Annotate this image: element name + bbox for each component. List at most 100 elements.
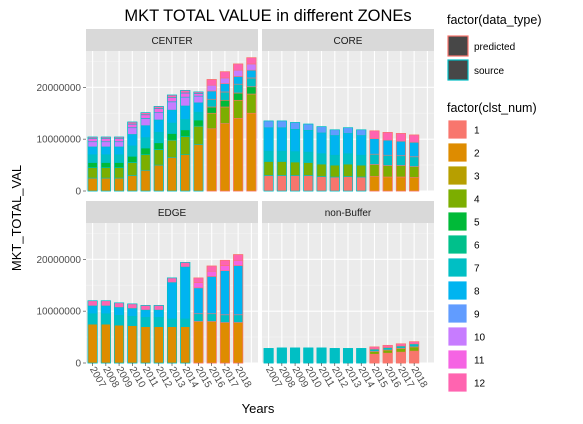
panel-non-buffer: non-Buffer200720082009201020112012201320… <box>262 201 434 390</box>
bar-segment-cluster-8 <box>127 308 138 317</box>
bar-segment-cluster-4 <box>206 112 217 130</box>
bar-segment-cluster-2 <box>233 322 244 364</box>
legend-label-cluster-2: 2 <box>474 149 480 160</box>
bar-segment-cluster-8 <box>127 134 138 147</box>
bar-segment-cluster-7 <box>356 348 367 364</box>
bar-segment-cluster-7 <box>276 150 287 162</box>
bar-segment-cluster-8 <box>100 305 111 315</box>
bar-segment-cluster-4 <box>409 166 420 178</box>
chart-title: MKT TOTAL VALUE in different ZONEs <box>124 7 411 25</box>
bar-segment-cluster-12 <box>100 300 111 307</box>
bar-segment-cluster-8 <box>303 130 314 153</box>
bar-segment-cluster-5 <box>206 106 217 114</box>
bar-segment-cluster-5 <box>180 129 191 137</box>
bar-segment-cluster-1 <box>356 176 367 192</box>
legend-key-cluster-9 <box>447 303 468 324</box>
panel-center: CENTER 0 10000000 20000000 <box>37 29 258 198</box>
legend-label-cluster-5: 5 <box>474 218 480 229</box>
bar-segment-cluster-7 <box>329 154 340 166</box>
bar-segment-cluster-12 <box>369 346 380 350</box>
legend-key-cluster-1 <box>447 119 468 140</box>
bar-segment-cluster-12 <box>219 260 230 266</box>
bar-segment-cluster-11 <box>180 92 191 98</box>
bar-segment-cluster-2 <box>153 326 164 364</box>
bar-segment-cluster-7 <box>290 151 301 163</box>
bar-segment-cluster-12 <box>409 341 420 345</box>
bar-segment-cluster-2 <box>233 118 244 192</box>
facet-strip-label: CENTER <box>151 36 192 47</box>
bar-segment-cluster-5 <box>87 162 98 168</box>
bar-segment-cluster-10 <box>153 112 164 121</box>
bar-segment-cluster-1 <box>395 351 406 364</box>
bar-segment-cluster-4 <box>395 348 406 353</box>
bar-segment-cluster-8 <box>100 146 111 156</box>
bar-segment-cluster-12 <box>114 302 125 308</box>
bar-segment-cluster-12 <box>233 63 244 71</box>
bar-segment-cluster-7 <box>246 77 257 88</box>
bar-segment-cluster-2 <box>206 321 217 364</box>
bar-segment-cluster-8 <box>153 119 164 133</box>
bar-segment-cluster-10 <box>180 96 191 107</box>
bar-segment-cluster-8 <box>263 127 274 152</box>
legend-key-cluster-8 <box>447 280 468 301</box>
bar-segment-cluster-12 <box>167 277 177 283</box>
bar-segment-cluster-9 <box>329 129 340 136</box>
bar-segment-cluster-8 <box>87 305 98 315</box>
bar-segment-cluster-10 <box>114 141 125 148</box>
facet-panels: CENTER 0 10000000 20000000 CORE EDGE 0 10000000… <box>37 29 434 390</box>
bar-segment-cluster-4 <box>100 167 111 179</box>
bar-segment-cluster-11 <box>233 260 244 266</box>
bar-segment-cluster-5 <box>233 92 244 101</box>
legend-key-cluster-7 <box>447 257 468 278</box>
bar-segment-cluster-4 <box>329 164 340 178</box>
bar-segment-cluster-9 <box>343 127 353 134</box>
bar-segment-cluster-4 <box>382 349 393 354</box>
bar-segment-cluster-7 <box>316 153 327 165</box>
bar-segment-cluster-4 <box>140 154 151 171</box>
bar-segment-cluster-12 <box>100 136 111 139</box>
bar-segment-cluster-8 <box>140 125 151 138</box>
bar-segment-cluster-9 <box>303 123 314 131</box>
bar-segment-cluster-11 <box>127 123 138 129</box>
bar-segment-cluster-7 <box>316 347 327 364</box>
bar-segment-cluster-1 <box>276 175 287 192</box>
bar-segment-cluster-12 <box>87 136 98 139</box>
bar-segment-cluster-4 <box>263 161 274 176</box>
bar-segment-cluster-8 <box>382 139 393 156</box>
bar-segment-cluster-7 <box>180 318 191 328</box>
bar-segment-cluster-8 <box>276 127 287 152</box>
bar-segment-cluster-10 <box>193 95 204 104</box>
x-axis-title: Years <box>242 401 275 416</box>
bar-segment-cluster-8 <box>180 105 191 120</box>
bar-segment-cluster-2 <box>87 323 98 364</box>
bar-segment-cluster-2 <box>395 176 406 192</box>
bar-segment-cluster-8 <box>153 309 164 318</box>
outline-legend-title: factor(data_type) <box>447 13 542 27</box>
bar-segment-cluster-7 <box>206 98 217 108</box>
legend-label-predicted: predicted <box>474 42 515 53</box>
bar-segment-cluster-12 <box>395 133 406 142</box>
y-axis-title: MKT_TOTAL_VAL <box>9 165 24 271</box>
legend-key-cluster-11 <box>447 349 468 370</box>
legend-label-cluster-3: 3 <box>474 172 480 183</box>
bar-segment-cluster-12 <box>140 112 151 116</box>
facet-strip <box>86 29 258 51</box>
bar-segment-cluster-11 <box>100 138 111 143</box>
legend-key-cluster-2 <box>447 142 468 163</box>
y-tick-label: 10000000 <box>37 135 82 146</box>
bar-segment-cluster-2 <box>100 323 111 364</box>
y-tick-label: 20000000 <box>37 255 82 266</box>
bar-segment-cluster-8 <box>206 276 217 315</box>
bar-segment-cluster-4 <box>343 163 353 177</box>
bar-segment-cluster-10 <box>127 127 138 135</box>
bar-segment-cluster-9 <box>276 120 287 129</box>
bar-segment-cluster-8 <box>395 140 406 157</box>
bar-segment-cluster-1 <box>303 175 314 192</box>
bar-segment-cluster-7 <box>263 150 274 162</box>
panel-edge: EDGE010000000200000002007200820092010201… <box>37 201 258 390</box>
bar-segment-cluster-7 <box>343 348 353 364</box>
bar-segment-cluster-10 <box>219 77 230 84</box>
bar-segment-cluster-1 <box>263 175 274 192</box>
bar-segment-cluster-4 <box>87 167 98 179</box>
bar-segment-cluster-8 <box>193 287 204 315</box>
